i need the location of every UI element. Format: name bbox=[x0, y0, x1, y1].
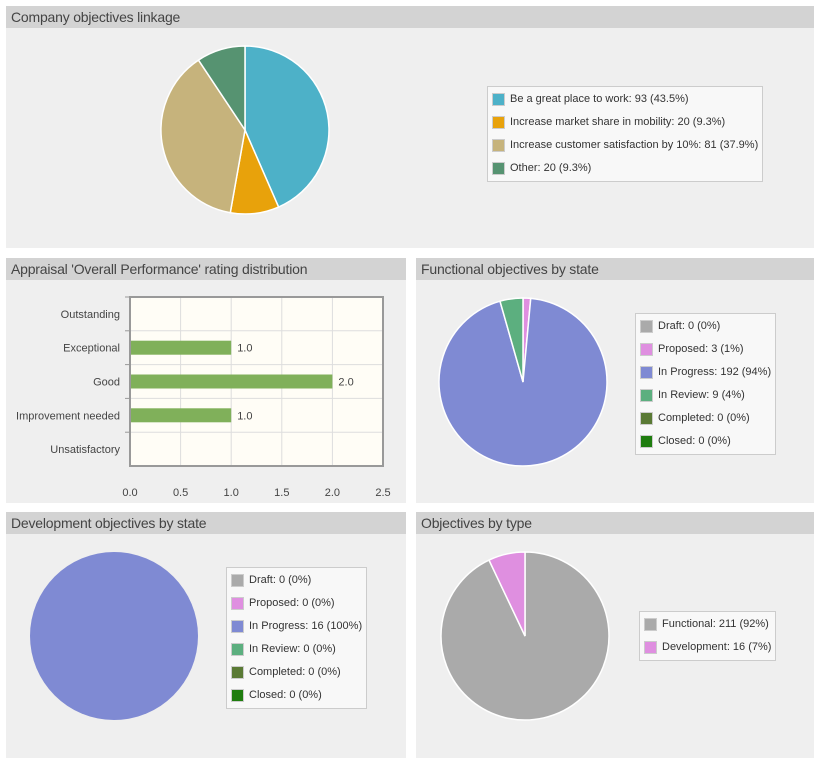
y-tick-label: Outstanding bbox=[61, 309, 120, 321]
legend-swatch bbox=[640, 366, 653, 379]
legend-label: Closed: 0 (0%) bbox=[249, 689, 322, 701]
legend-swatch bbox=[640, 320, 653, 333]
legend-item[interactable]: Other: 20 (9.3%) bbox=[492, 157, 758, 180]
legend-swatch bbox=[492, 162, 505, 175]
data-label: 1.0 bbox=[237, 410, 252, 422]
legend-item[interactable]: In Progress: 16 (100%) bbox=[231, 615, 362, 638]
legend-swatch bbox=[231, 597, 244, 610]
legend-label: Be a great place to work: 93 (43.5%) bbox=[510, 93, 689, 105]
plot-border bbox=[129, 296, 384, 467]
legend-label: Other: 20 (9.3%) bbox=[510, 162, 592, 174]
legend-item[interactable]: In Progress: 192 (94%) bbox=[640, 361, 771, 384]
panel-title: Objectives by type bbox=[416, 512, 814, 534]
legend-label: Increase customer satisfaction by 10%: 8… bbox=[510, 139, 759, 151]
legend-item[interactable]: Increase customer satisfaction by 10%: 8… bbox=[492, 134, 758, 157]
y-tick-label: Unsatisfactory bbox=[50, 444, 120, 456]
legend: Functional: 211 (92%) Development: 16 (7%… bbox=[639, 611, 777, 661]
legend-swatch bbox=[231, 620, 244, 633]
legend-item[interactable]: Completed: 0 (0%) bbox=[640, 407, 771, 430]
legend-label: Draft: 0 (0%) bbox=[658, 320, 721, 332]
panel-title: Functional objectives by state bbox=[416, 258, 814, 280]
legend-swatch bbox=[640, 412, 653, 425]
x-tick-label: 1.0 bbox=[224, 487, 239, 499]
legend-item[interactable]: Draft: 0 (0%) bbox=[231, 569, 362, 592]
legend: Be a great place to work: 93 (43.5%) Incr… bbox=[487, 86, 764, 182]
x-tick-label: 1.5 bbox=[274, 487, 289, 499]
legend-item[interactable]: Be a great place to work: 93 (43.5%) bbox=[492, 88, 758, 111]
pie-slice[interactable] bbox=[438, 297, 608, 467]
pie-slice[interactable] bbox=[30, 552, 198, 720]
data-label: 2.0 bbox=[338, 377, 353, 389]
legend-label: Closed: 0 (0%) bbox=[658, 435, 731, 447]
legend-item[interactable]: In Review: 9 (4%) bbox=[640, 384, 771, 407]
type-panel: Objectives by type bbox=[416, 512, 814, 758]
legend-label: Completed: 0 (0%) bbox=[658, 412, 750, 424]
legend-swatch bbox=[492, 139, 505, 152]
legend-label: Proposed: 0 (0%) bbox=[249, 597, 335, 609]
legend-item[interactable]: Functional: 211 (92%) bbox=[644, 613, 771, 636]
legend-item[interactable]: Draft: 0 (0%) bbox=[640, 315, 771, 338]
legend-item[interactable]: Completed: 0 (0%) bbox=[231, 661, 362, 684]
legend-item[interactable]: Closed: 0 (0%) bbox=[231, 684, 362, 707]
legend-swatch bbox=[640, 389, 653, 402]
legend-item[interactable]: In Review: 0 (0%) bbox=[231, 638, 362, 661]
legend-label: Development: 16 (7%) bbox=[662, 641, 772, 653]
legend-label: In Progress: 16 (100%) bbox=[249, 620, 363, 632]
bar[interactable] bbox=[130, 374, 333, 389]
pie-slice[interactable] bbox=[499, 297, 524, 383]
panel-title: Company objectives linkage bbox=[6, 6, 814, 28]
bar[interactable] bbox=[130, 408, 232, 423]
legend-swatch bbox=[644, 641, 657, 654]
legend: Draft: 0 (0%) Proposed: 0 (0%) In Progress… bbox=[226, 567, 368, 709]
x-tick-label: 0.5 bbox=[173, 487, 188, 499]
legend-label: In Progress: 192 (94%) bbox=[658, 366, 772, 378]
panel-title: Appraisal 'Overall Performance' rating d… bbox=[6, 258, 406, 280]
x-tick-label: 0.0 bbox=[122, 487, 137, 499]
bar[interactable] bbox=[130, 340, 232, 355]
legend-swatch bbox=[492, 93, 505, 106]
legend-item[interactable]: Increase market share in mobility: 20 (9… bbox=[492, 111, 758, 134]
legend-item[interactable]: Development: 16 (7%) bbox=[644, 636, 771, 659]
legend-swatch bbox=[231, 643, 244, 656]
legend-label: Draft: 0 (0%) bbox=[249, 574, 312, 586]
legend-swatch bbox=[231, 689, 244, 702]
pie-slice[interactable] bbox=[197, 45, 246, 133]
legend-label: In Review: 9 (4%) bbox=[658, 389, 745, 401]
legend: Draft: 0 (0%) Proposed: 3 (1%) In Progress… bbox=[635, 313, 777, 455]
legend-item[interactable]: Proposed: 0 (0%) bbox=[231, 592, 362, 615]
pie-slice[interactable] bbox=[244, 45, 330, 208]
pie-slice[interactable] bbox=[488, 551, 526, 637]
data-label: 1.0 bbox=[237, 343, 252, 355]
legend-swatch bbox=[644, 618, 657, 631]
legend-label: Proposed: 3 (1%) bbox=[658, 343, 744, 355]
legend-swatch bbox=[640, 343, 653, 356]
legend-swatch bbox=[492, 116, 505, 129]
legend-item[interactable]: Proposed: 3 (1%) bbox=[640, 338, 771, 361]
pie-slice[interactable] bbox=[160, 59, 246, 214]
legend-label: Completed: 0 (0%) bbox=[249, 666, 341, 678]
x-tick-label: 2.0 bbox=[325, 487, 340, 499]
legend-swatch bbox=[640, 435, 653, 448]
legend-label: Functional: 211 (92%) bbox=[662, 618, 769, 630]
legend-swatch bbox=[231, 574, 244, 587]
x-tick-label: 2.5 bbox=[375, 487, 390, 499]
legend-label: In Review: 0 (0%) bbox=[249, 643, 336, 655]
legend-label: Increase market share in mobility: 20 (9… bbox=[510, 116, 726, 128]
legend-swatch bbox=[231, 666, 244, 679]
y-tick-label: Exceptional bbox=[63, 343, 120, 355]
y-tick-label: Good bbox=[93, 377, 120, 389]
panel-title: Development objectives by state bbox=[6, 512, 406, 534]
legend-item[interactable]: Closed: 0 (0%) bbox=[640, 430, 771, 453]
y-tick-label: Improvement needed bbox=[16, 410, 120, 422]
